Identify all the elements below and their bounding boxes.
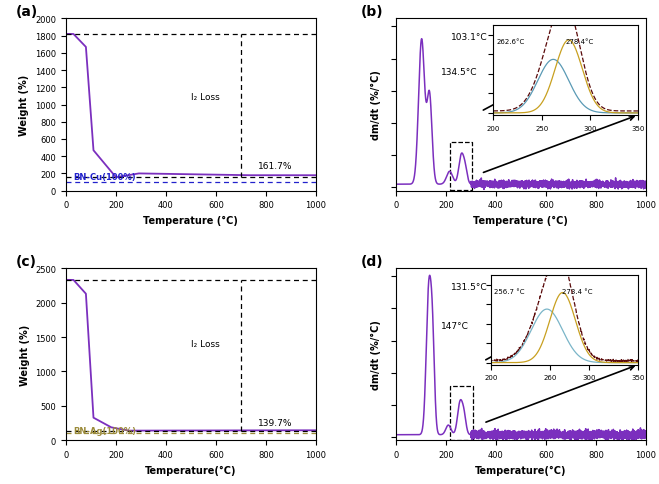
Text: 139.7%: 139.7% bbox=[258, 418, 293, 427]
Text: 134.5°C: 134.5°C bbox=[441, 67, 477, 76]
Text: (d): (d) bbox=[361, 254, 384, 268]
Text: (a): (a) bbox=[16, 5, 38, 19]
Text: I₂ Loss: I₂ Loss bbox=[191, 339, 219, 348]
Text: 131.5°C: 131.5°C bbox=[451, 282, 488, 291]
Y-axis label: Weight (%): Weight (%) bbox=[20, 324, 30, 385]
Text: 147°C: 147°C bbox=[441, 322, 469, 331]
Bar bbox=[449, 386, 473, 439]
Bar bbox=[450, 143, 473, 190]
Y-axis label: Weight (%): Weight (%) bbox=[20, 75, 30, 136]
X-axis label: Temperature (°C): Temperature (°C) bbox=[473, 215, 568, 226]
Text: I₂ Loss: I₂ Loss bbox=[191, 93, 219, 102]
Text: BN-Ag(100%): BN-Ag(100%) bbox=[73, 426, 136, 436]
Y-axis label: dm/dt (%/°C): dm/dt (%/°C) bbox=[370, 319, 381, 389]
Text: BN-Cu(100%): BN-Cu(100%) bbox=[73, 172, 136, 181]
Y-axis label: dm/dt (%/°C): dm/dt (%/°C) bbox=[370, 71, 381, 140]
Text: 103.1°C: 103.1°C bbox=[451, 33, 488, 42]
X-axis label: Temperature (°C): Temperature (°C) bbox=[144, 215, 239, 226]
X-axis label: Temperature(°C): Temperature(°C) bbox=[145, 465, 237, 475]
X-axis label: Temperature(°C): Temperature(°C) bbox=[475, 465, 567, 475]
Text: (b): (b) bbox=[361, 5, 384, 19]
Text: 161.7%: 161.7% bbox=[258, 162, 293, 171]
Text: (c): (c) bbox=[16, 254, 37, 268]
